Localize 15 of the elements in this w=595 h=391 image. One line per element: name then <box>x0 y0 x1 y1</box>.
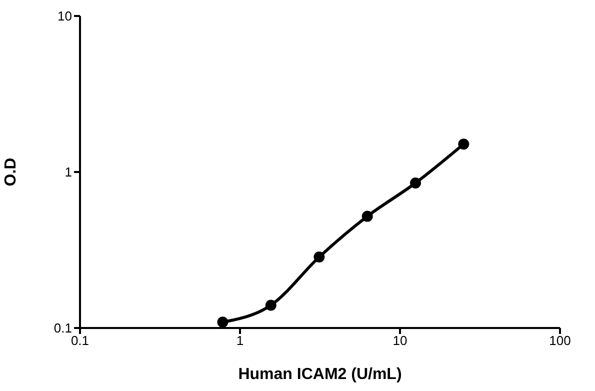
y-tick-label: 0.1 <box>54 320 72 336</box>
point <box>265 300 276 311</box>
x-tick-label: 100 <box>549 333 571 348</box>
point <box>314 252 325 263</box>
x-tick-label: 1 <box>236 333 244 348</box>
point <box>410 178 422 189</box>
y-axis-title: O.D <box>2 158 20 186</box>
point <box>217 316 228 328</box>
y-tick-label: 10 <box>58 8 72 24</box>
point <box>362 210 373 222</box>
y-tick-label: 1 <box>64 164 72 180</box>
x-axis-title: Human ICAM2 (U/mL) <box>238 366 402 383</box>
x-tick-label: 0.1 <box>70 333 90 348</box>
x-tick-label: 10 <box>392 333 408 348</box>
point <box>458 138 470 150</box>
